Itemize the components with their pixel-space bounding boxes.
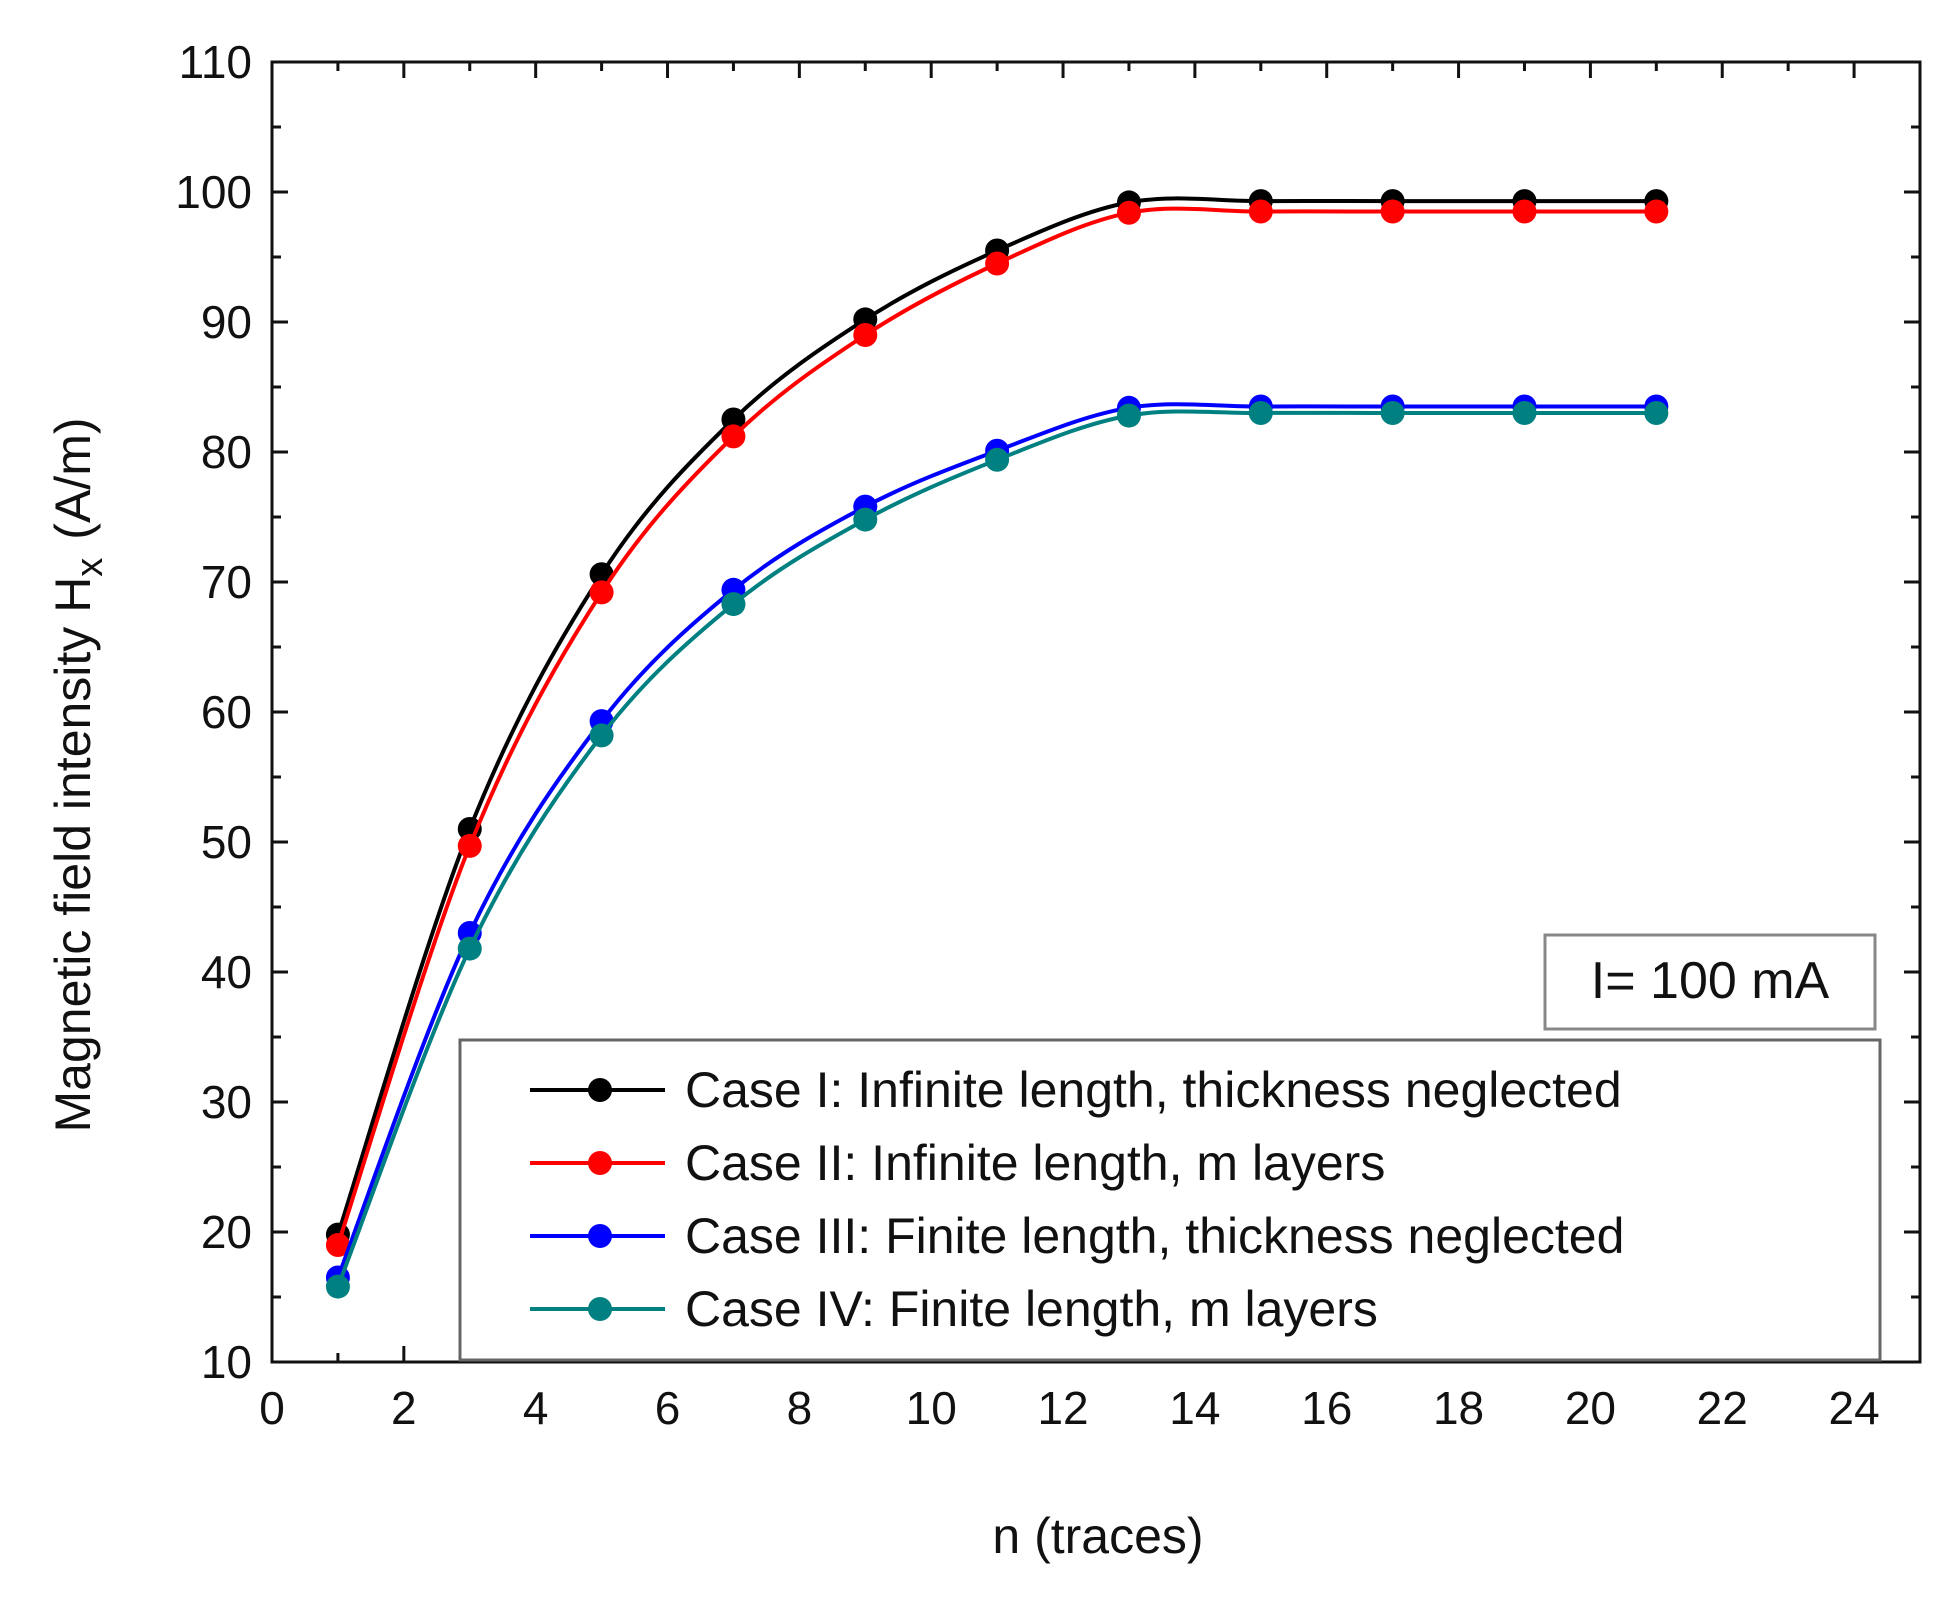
y-tick-label: 70 <box>201 556 252 608</box>
data-point <box>457 833 482 858</box>
data-point <box>589 580 614 605</box>
legend: Case I: Infinite length, thickness negle… <box>458 1038 1882 1362</box>
axes: 0 2 4 6 8 10 12 14 16 18 20 22 241020304050607080901… <box>175 36 1922 1434</box>
annotation-box <box>1543 933 1877 1031</box>
legend-marker <box>588 1078 612 1102</box>
data-point <box>325 1233 350 1257</box>
data-point <box>1116 200 1141 225</box>
y-tick-label: 10 <box>201 1336 252 1388</box>
legend-box <box>458 1038 1882 1362</box>
x-tick-label: 6 <box>655 1382 681 1434</box>
data-point <box>1248 199 1273 224</box>
y-axis-title-sub: x <box>69 558 111 577</box>
legend-label: Case I: Infinite length, thickness negle… <box>685 1062 1622 1118</box>
data-point <box>721 424 746 449</box>
data-point <box>1512 401 1537 425</box>
y-axis-title-unit: (A/m) <box>45 417 101 539</box>
x-tick-label: 8 <box>787 1382 813 1434</box>
x-tick-label: 24 <box>1828 1382 1879 1434</box>
annotation: I= 100 mA <box>1543 933 1877 1031</box>
annotation-text: I= 100 mA <box>1591 952 1830 1010</box>
series-line <box>336 402 1657 1279</box>
x-tick-label: 22 <box>1697 1382 1748 1434</box>
data-point <box>1644 199 1669 224</box>
data-point <box>853 323 878 347</box>
y-tick-label: 30 <box>201 1076 252 1128</box>
x-tick-label: 18 <box>1433 1382 1484 1434</box>
data-point <box>1380 401 1405 425</box>
legend-label: Case II: Infinite length, m layers <box>685 1135 1385 1191</box>
y-axis-title: Magnetic field intensity Hx (A/m) <box>45 417 111 1132</box>
y-tick-label: 50 <box>201 816 252 868</box>
x-tick-label: 10 <box>906 1382 957 1434</box>
data-point <box>1380 199 1405 224</box>
series-4 <box>325 401 1669 1299</box>
x-tick-label: 16 <box>1301 1382 1352 1434</box>
x-tick-label: 20 <box>1565 1382 1616 1434</box>
legend-item-4: Case IV: Finite length, m layers <box>530 1281 1378 1337</box>
data-point <box>721 592 746 617</box>
legend-item-3: Case III: Finite length, thickness negle… <box>530 1208 1624 1264</box>
data-point <box>853 507 878 532</box>
y-tick-label: 110 <box>179 36 252 88</box>
legend-marker <box>588 1151 612 1175</box>
legend-label: Case III: Finite length, thickness negle… <box>685 1208 1624 1264</box>
y-tick-label: 100 <box>175 166 252 218</box>
data-point <box>325 1274 350 1299</box>
data-point <box>985 251 1010 276</box>
y-axis-title-main: Magnetic field intensity H <box>45 577 101 1133</box>
legend-item-2: Case II: Infinite length, m layers <box>530 1135 1385 1191</box>
x-tick-label: 4 <box>523 1382 549 1434</box>
x-tick-label: 14 <box>1169 1382 1220 1434</box>
legend-label: Case IV: Finite length, m layers <box>685 1281 1378 1337</box>
legend-marker <box>588 1297 612 1321</box>
y-tick-label: 20 <box>201 1206 252 1258</box>
data-point <box>589 723 614 748</box>
y-tick-label: 60 <box>201 686 252 738</box>
y-tick-label: 80 <box>201 426 252 478</box>
x-tick-label: 12 <box>1037 1382 1088 1434</box>
data-point <box>1644 401 1669 425</box>
data-point <box>1248 401 1273 425</box>
series-2 <box>325 199 1669 1257</box>
y-tick-label: 40 <box>201 946 252 998</box>
x-axis-title: n (traces) <box>992 1508 1203 1564</box>
y-tick-label: 90 <box>201 296 252 348</box>
data-point <box>721 407 746 432</box>
x-tick-label: 2 <box>391 1382 417 1434</box>
legend-marker <box>588 1224 612 1248</box>
plot-area <box>325 189 1669 1299</box>
data-point <box>985 447 1010 472</box>
data-point <box>1116 403 1141 428</box>
data-point <box>457 936 482 961</box>
x-tick-label: 0 <box>259 1382 285 1434</box>
data-point <box>1512 199 1537 224</box>
legend-item-1: Case I: Infinite length, thickness negle… <box>530 1062 1622 1118</box>
